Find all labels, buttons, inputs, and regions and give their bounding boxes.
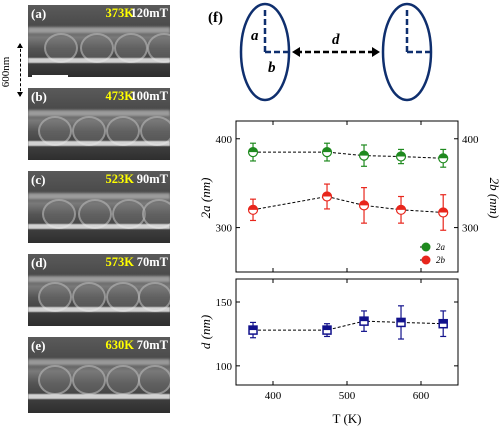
scale-bar: [32, 75, 68, 77]
panel-label: (a): [31, 6, 47, 21]
panel-label: (d): [31, 255, 47, 270]
schematic-panel-label: (f): [208, 10, 223, 26]
panel-field: 90mT: [136, 172, 168, 186]
ellipse-left: [239, 2, 291, 102]
panel-temperature: 573K: [105, 255, 134, 269]
plot-frame: [235, 278, 459, 386]
label-b: b: [268, 60, 276, 76]
domain: [106, 365, 140, 395]
legend-label-2a: 2a: [436, 242, 446, 252]
scale-label: 600nm: [0, 56, 12, 88]
domain: [138, 365, 170, 395]
data-point-fill-2b: [322, 192, 332, 197]
data-point-fill-2a: [322, 147, 332, 153]
legend-marker-2b: [421, 255, 431, 265]
data-point-fill-2a: [438, 153, 448, 159]
data-point-fill-2b: [438, 207, 448, 213]
panel-temperature: 523K: [105, 172, 134, 186]
micrograph-panel-b: (b) 473K 100mT: [28, 88, 170, 160]
data-point-fill-2a: [396, 152, 406, 157]
y-axis-label: d (nm): [200, 315, 213, 349]
y-tick-label: 300: [216, 223, 233, 235]
data-point-fill-d: [439, 319, 448, 324]
data-point-fill-2a: [359, 151, 369, 156]
y-axis-label-right: 2b (nm): [487, 178, 500, 219]
data-point-fill-2b: [248, 205, 258, 210]
x-tick-label: 400: [265, 390, 282, 402]
data-point-fill-2b: [359, 200, 369, 206]
legend-marker-2a: [421, 242, 431, 252]
arrow-head-right: [372, 47, 380, 57]
y-axis-label-left: 2a (nm): [200, 178, 213, 219]
label-a: a: [251, 28, 259, 44]
x-tick-label: 500: [339, 390, 356, 402]
x-axis-label: T (K): [332, 411, 361, 426]
chart-axes-distance: 100 150 400 500 600 d (nm) T (K): [200, 278, 459, 426]
panel-label: (e): [31, 338, 46, 353]
data-point-fill-d: [360, 317, 369, 322]
data-point-fill-2a: [248, 147, 258, 153]
panel-field: 70mT: [136, 255, 168, 269]
y-tick-label-right: 400: [462, 134, 479, 146]
domain: [72, 365, 106, 395]
label-d: d: [332, 32, 340, 48]
micrograph-panel-e: (e) 630K 70mT: [28, 337, 170, 413]
series-line-d: [253, 320, 444, 331]
schematic-diagram: (f) a b d: [208, 2, 433, 102]
data-point-fill-d: [249, 326, 258, 331]
micrograph-panel-d: (d) 573K 70mT: [28, 254, 170, 326]
legend: 2a 2b: [420, 242, 446, 265]
ellipse-right: [381, 2, 433, 102]
data-point-fill-d: [397, 318, 406, 323]
panel-label: (c): [31, 172, 46, 187]
y-tick-label-right: 300: [462, 223, 479, 235]
y-tick-label: 400: [216, 134, 233, 146]
data-point-fill-d: [323, 326, 332, 331]
panel-field: 100mT: [130, 89, 169, 103]
panel-label: (b): [31, 89, 47, 104]
panel-temperature: 630K: [105, 338, 134, 352]
micrograph-panel-a: (a) 373K 120mT: [28, 5, 170, 77]
series-line-2a: [253, 151, 444, 159]
legend-label-2b: 2b: [436, 255, 446, 265]
arrow-head-left: [292, 47, 300, 57]
scale-arrow: [17, 43, 23, 97]
micrograph-panel-c: (c) 523K 90mT: [28, 171, 170, 243]
y-tick-label: 150: [216, 297, 233, 309]
panel-temperature: 473K: [105, 89, 134, 103]
panel-field: 70mT: [136, 338, 168, 352]
panel-temperature: 373K: [105, 6, 134, 20]
x-tick-label: 600: [413, 390, 430, 402]
data-point-fill-2b: [396, 205, 406, 210]
panel-field: 120mT: [130, 6, 169, 20]
series-line-2b: [252, 195, 444, 213]
y-tick-label: 100: [216, 361, 233, 373]
chart-axes-size: 300 300 400 400 2a (nm) 2b (nm) 2a 2b: [200, 120, 500, 273]
domain: [38, 365, 72, 395]
